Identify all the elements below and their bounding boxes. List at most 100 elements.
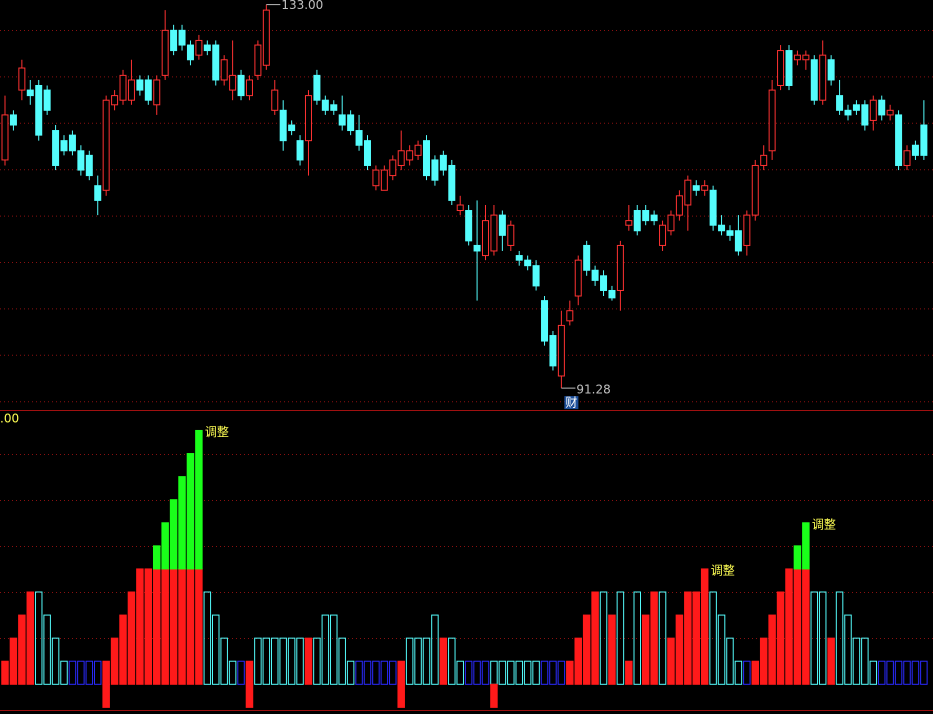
candle-body <box>861 104 869 126</box>
indicator-bar <box>717 614 726 685</box>
indicator-bar <box>414 637 422 685</box>
indicator-bar <box>658 591 667 685</box>
indicator-bar <box>271 637 279 685</box>
indicator-bar <box>136 568 144 685</box>
indicator-bar <box>557 660 566 685</box>
candle-body <box>726 230 734 236</box>
indicator-bar <box>464 660 473 685</box>
indicator-bar <box>810 591 819 685</box>
indicator-bar <box>77 660 85 685</box>
candle-body <box>288 124 296 132</box>
candle-body <box>903 150 911 166</box>
candle-body <box>920 124 928 156</box>
candle-body <box>650 214 658 222</box>
candle-body <box>895 114 903 166</box>
min-label: 91.28 <box>576 383 610 397</box>
indicator-bar <box>380 660 389 685</box>
indicator-bar <box>60 660 68 685</box>
candle-body <box>102 99 110 191</box>
indicator-bar <box>869 660 878 685</box>
candle-body <box>423 140 430 177</box>
candle-body <box>852 104 860 111</box>
candle-body <box>245 79 253 97</box>
indicator-bar <box>861 637 869 685</box>
candle-body <box>819 54 827 101</box>
candle-body <box>625 220 633 226</box>
indicator-bar <box>186 453 195 570</box>
indicator-bar <box>338 637 346 685</box>
indicator-bar <box>574 637 582 685</box>
candle-body <box>153 79 161 106</box>
annotation: 调整 <box>205 424 229 439</box>
indicator-bar <box>743 660 751 685</box>
indicator-bar <box>591 591 599 685</box>
indicator-bar <box>152 568 161 685</box>
candle-body <box>760 154 768 166</box>
candle-body <box>498 214 506 236</box>
indicator-bar <box>102 660 110 685</box>
indicator-bar <box>422 637 431 685</box>
indicator-bar <box>633 591 641 685</box>
indicator-bar <box>372 660 380 685</box>
candle-body <box>827 59 835 81</box>
candle-body <box>482 220 490 257</box>
candle-body <box>237 74 245 97</box>
indicator-bar <box>397 660 405 685</box>
indicator-bar <box>675 614 684 685</box>
indicator-bar <box>296 637 304 685</box>
candle-body <box>347 114 355 132</box>
candle-body <box>692 185 700 191</box>
indicator-bar <box>448 637 456 685</box>
candle-body <box>734 230 742 252</box>
indicator-bar <box>540 660 549 685</box>
candle-body <box>524 259 532 267</box>
indicator-bar <box>330 614 338 685</box>
indicator-bar <box>346 660 355 685</box>
indicator-bar <box>18 614 26 685</box>
candle-body <box>195 39 203 56</box>
indicator-bar <box>877 660 886 685</box>
candle-body <box>397 150 405 166</box>
indicator-bar <box>566 660 574 685</box>
candle-body <box>380 169 388 191</box>
indicator-bar <box>920 660 928 685</box>
indicator-bar <box>498 660 507 685</box>
indicator-bar <box>279 637 287 685</box>
candle-body <box>793 54 801 61</box>
candle-body <box>127 79 135 101</box>
indicator-bar <box>304 637 313 685</box>
indicator-bar <box>894 660 903 685</box>
indicator-bar <box>397 683 405 708</box>
candle-body <box>777 50 785 86</box>
indicator-bar <box>313 637 321 685</box>
indicator-bar <box>178 476 186 570</box>
indicator-bar <box>827 637 835 685</box>
indicator-bar <box>709 591 717 685</box>
candle-body <box>313 74 321 101</box>
indicator-bar <box>844 614 852 685</box>
indicator-bar <box>650 591 658 685</box>
indicator-bar <box>178 568 186 685</box>
indicator-bar <box>245 683 254 708</box>
indicator-bar <box>1 660 9 685</box>
candle-body <box>583 244 591 271</box>
indicator-bar <box>751 660 760 685</box>
candle-body <box>608 289 616 299</box>
candle-body <box>119 74 127 101</box>
indicator-bar <box>51 637 60 685</box>
candle-body <box>111 95 119 106</box>
candle-body <box>802 54 810 61</box>
candle-body <box>406 150 414 161</box>
indicator-bar <box>245 660 254 685</box>
indicator-bar <box>473 660 481 685</box>
indicator-bar <box>102 683 110 708</box>
candle-body <box>490 214 498 252</box>
indicator-bar <box>768 614 776 685</box>
candle-body <box>304 95 312 142</box>
candle-body <box>170 29 178 52</box>
indicator-bar <box>802 522 810 570</box>
indicator-bar <box>195 429 203 570</box>
indicator-bar <box>785 568 793 685</box>
indicator-bar <box>667 637 675 685</box>
